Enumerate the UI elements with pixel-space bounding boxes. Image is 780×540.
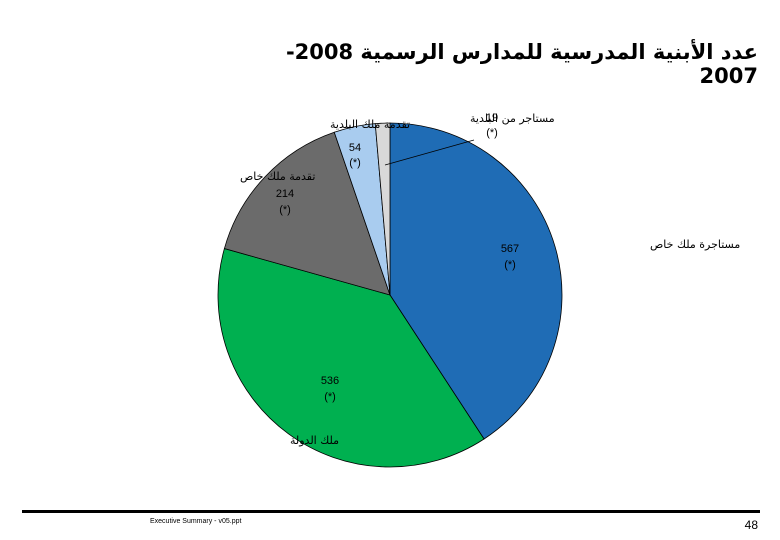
pie-slice-3 [223,131,391,296]
slice-note-5: (*) [486,127,498,139]
pie-slice-5 [374,122,391,296]
slice-label-5: مستاجر من البلدية [470,112,555,125]
footer-divider [22,510,760,513]
slice-note-1: (*) [504,259,516,271]
slice-label-2: ملك الدولة [290,434,339,447]
slice-value-3: 214 [276,188,294,200]
slice-note-4: (*) [349,157,361,169]
slice-value-2: 536 [321,375,339,387]
slice-note-3: (*) [279,204,291,216]
footer-filename: Executive Summary - v05.ppt [150,518,242,525]
slice-value-4: 54 [349,142,361,154]
slice-label-4: تقدمة ملك البلدية [330,118,410,131]
slice-value-5: 19 [486,112,498,124]
pie-slice-2 [217,248,485,468]
page-title: عدد الأبنية المدرسية للمدارس الرسمية 200… [285,40,758,88]
pie-slice-1 [389,122,563,440]
slice-note-2: (*) [324,391,336,403]
slice-label-3: تقدمة ملك خاص [240,170,315,183]
page-number: 48 [744,518,758,532]
slice-value-1: 567 [501,243,519,255]
slice-label-1: مستاجرة ملك خاص [650,238,740,251]
leader-line-5 [384,139,475,166]
